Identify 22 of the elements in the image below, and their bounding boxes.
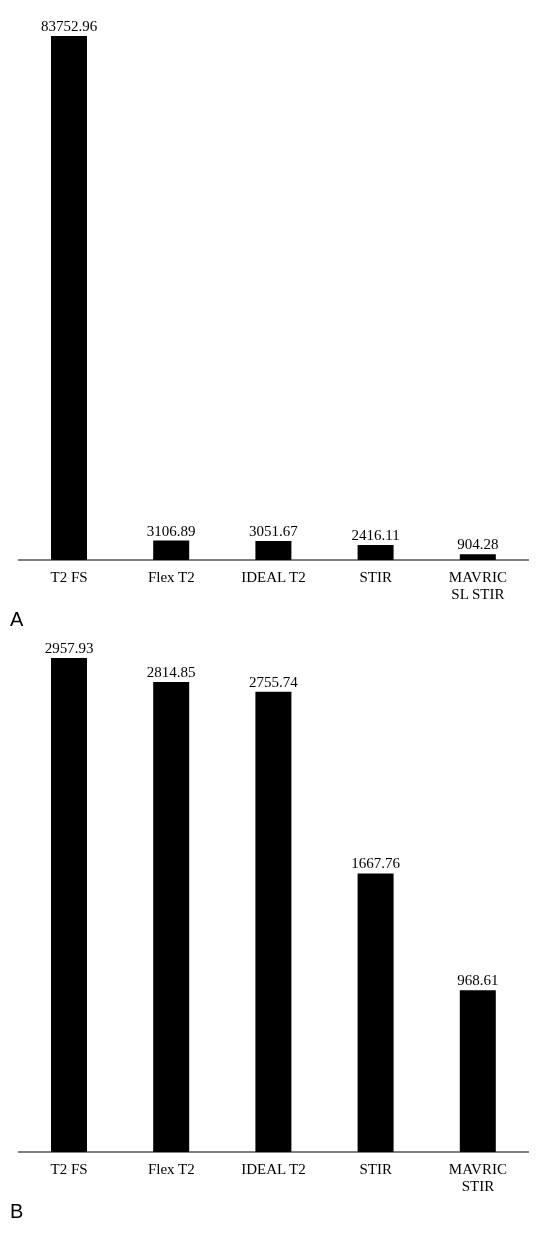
x-tick-label: IDEAL T2 — [241, 1161, 306, 1177]
x-tick-label: MAVRIC SL STIR — [448, 569, 507, 602]
text: A — [10, 608, 25, 630]
text: B — [10, 1200, 25, 1222]
data-label: 1667.76 — [351, 855, 401, 872]
x-tick-label: STIR — [359, 569, 392, 585]
x-tick-label: Flex T2 — [147, 1161, 195, 1177]
x-tick-label: T2 FS — [50, 1161, 88, 1177]
data-label: 2755.74 — [249, 673, 299, 690]
x-tick-label: STIR — [359, 1161, 392, 1177]
data-label: 3106.89 — [146, 522, 196, 539]
data-label: 3051.67 — [249, 522, 299, 539]
x-tick-label: MAVRIC STIR — [448, 1161, 507, 1194]
data-label: 2957.93 — [44, 640, 94, 656]
x-tick-label: Flex T2 — [147, 569, 195, 585]
data-label: 2416.11 — [351, 526, 400, 543]
x-tick-label: IDEAL T2 — [241, 569, 306, 585]
data-label: 83752.96 — [40, 18, 98, 34]
data-label: 904.28 — [457, 536, 499, 553]
x-tick-label: T2 FS — [50, 569, 88, 585]
data-label: 968.61 — [457, 972, 499, 989]
data-label: 2814.85 — [146, 663, 196, 680]
